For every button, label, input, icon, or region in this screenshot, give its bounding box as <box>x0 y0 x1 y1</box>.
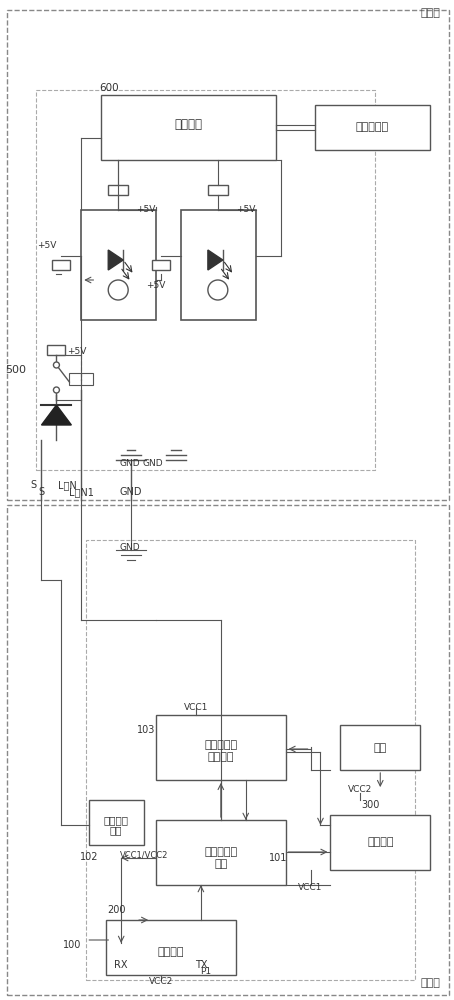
Text: 室内机: 室内机 <box>420 8 440 18</box>
Polygon shape <box>208 250 223 270</box>
Text: VCC2: VCC2 <box>348 786 372 794</box>
Text: +5V: +5V <box>236 206 256 215</box>
Bar <box>181 210 256 320</box>
Text: GND: GND <box>143 458 163 468</box>
Bar <box>69 373 93 385</box>
Text: S: S <box>39 487 44 497</box>
Bar <box>316 105 430 150</box>
Bar <box>101 95 276 160</box>
Text: L或N1: L或N1 <box>69 487 94 497</box>
Polygon shape <box>108 250 123 270</box>
Text: +5V: +5V <box>67 348 86 357</box>
Bar <box>156 715 286 780</box>
Bar <box>36 90 375 470</box>
Bar <box>89 800 144 845</box>
Bar <box>7 10 449 500</box>
Text: 500: 500 <box>5 365 26 375</box>
Text: 模块: 模块 <box>214 859 227 869</box>
Text: 100: 100 <box>63 940 81 950</box>
Text: 电流环唤醒: 电流环唤醒 <box>204 740 237 750</box>
Bar <box>48 345 65 355</box>
Text: GND: GND <box>120 487 143 497</box>
Text: +5V: +5V <box>146 280 166 290</box>
Text: 负载: 负载 <box>374 743 387 753</box>
Bar <box>108 185 128 195</box>
Bar <box>340 725 420 770</box>
Text: TX: TX <box>195 960 207 970</box>
Text: 电源电路: 电源电路 <box>367 837 394 847</box>
Text: VCC1: VCC1 <box>298 884 323 892</box>
Text: RX: RX <box>114 960 128 970</box>
Text: VCC2: VCC2 <box>149 978 173 986</box>
Text: GND: GND <box>119 458 140 468</box>
Bar <box>106 920 236 975</box>
Text: 室外机: 室外机 <box>420 978 440 988</box>
Text: 电流环通信: 电流环通信 <box>204 847 237 857</box>
Text: 300: 300 <box>361 800 380 810</box>
Text: 102: 102 <box>80 852 99 862</box>
Text: +5V: +5V <box>136 206 156 215</box>
Text: P1: P1 <box>200 968 212 976</box>
Text: 103: 103 <box>137 725 155 735</box>
Circle shape <box>54 387 59 393</box>
Text: VCC1: VCC1 <box>184 704 208 712</box>
Circle shape <box>54 362 59 368</box>
Bar <box>53 260 70 270</box>
Text: 101: 101 <box>269 853 288 863</box>
Text: 主控芯片: 主控芯片 <box>174 118 202 131</box>
Text: +5V: +5V <box>37 240 56 249</box>
Text: 600: 600 <box>99 83 119 93</box>
Text: VCC1/VCC2: VCC1/VCC2 <box>120 850 168 859</box>
Text: 信号回流: 信号回流 <box>104 815 129 825</box>
Polygon shape <box>41 405 71 425</box>
Text: 200: 200 <box>107 905 125 915</box>
Text: 室内机负载: 室内机负载 <box>356 122 389 132</box>
Text: S: S <box>30 480 36 490</box>
Circle shape <box>208 280 228 300</box>
Bar <box>208 185 228 195</box>
Bar <box>331 815 430 870</box>
Circle shape <box>108 280 128 300</box>
Text: L或N: L或N <box>58 480 76 490</box>
Bar <box>152 260 170 270</box>
Text: 控制模块: 控制模块 <box>207 752 234 762</box>
Bar <box>7 505 449 995</box>
Bar <box>86 540 415 980</box>
Text: GND: GND <box>119 542 140 552</box>
Bar <box>156 820 286 885</box>
Bar <box>81 210 156 320</box>
Text: 主控制器: 主控制器 <box>158 947 184 957</box>
Text: 模块: 模块 <box>110 825 123 835</box>
